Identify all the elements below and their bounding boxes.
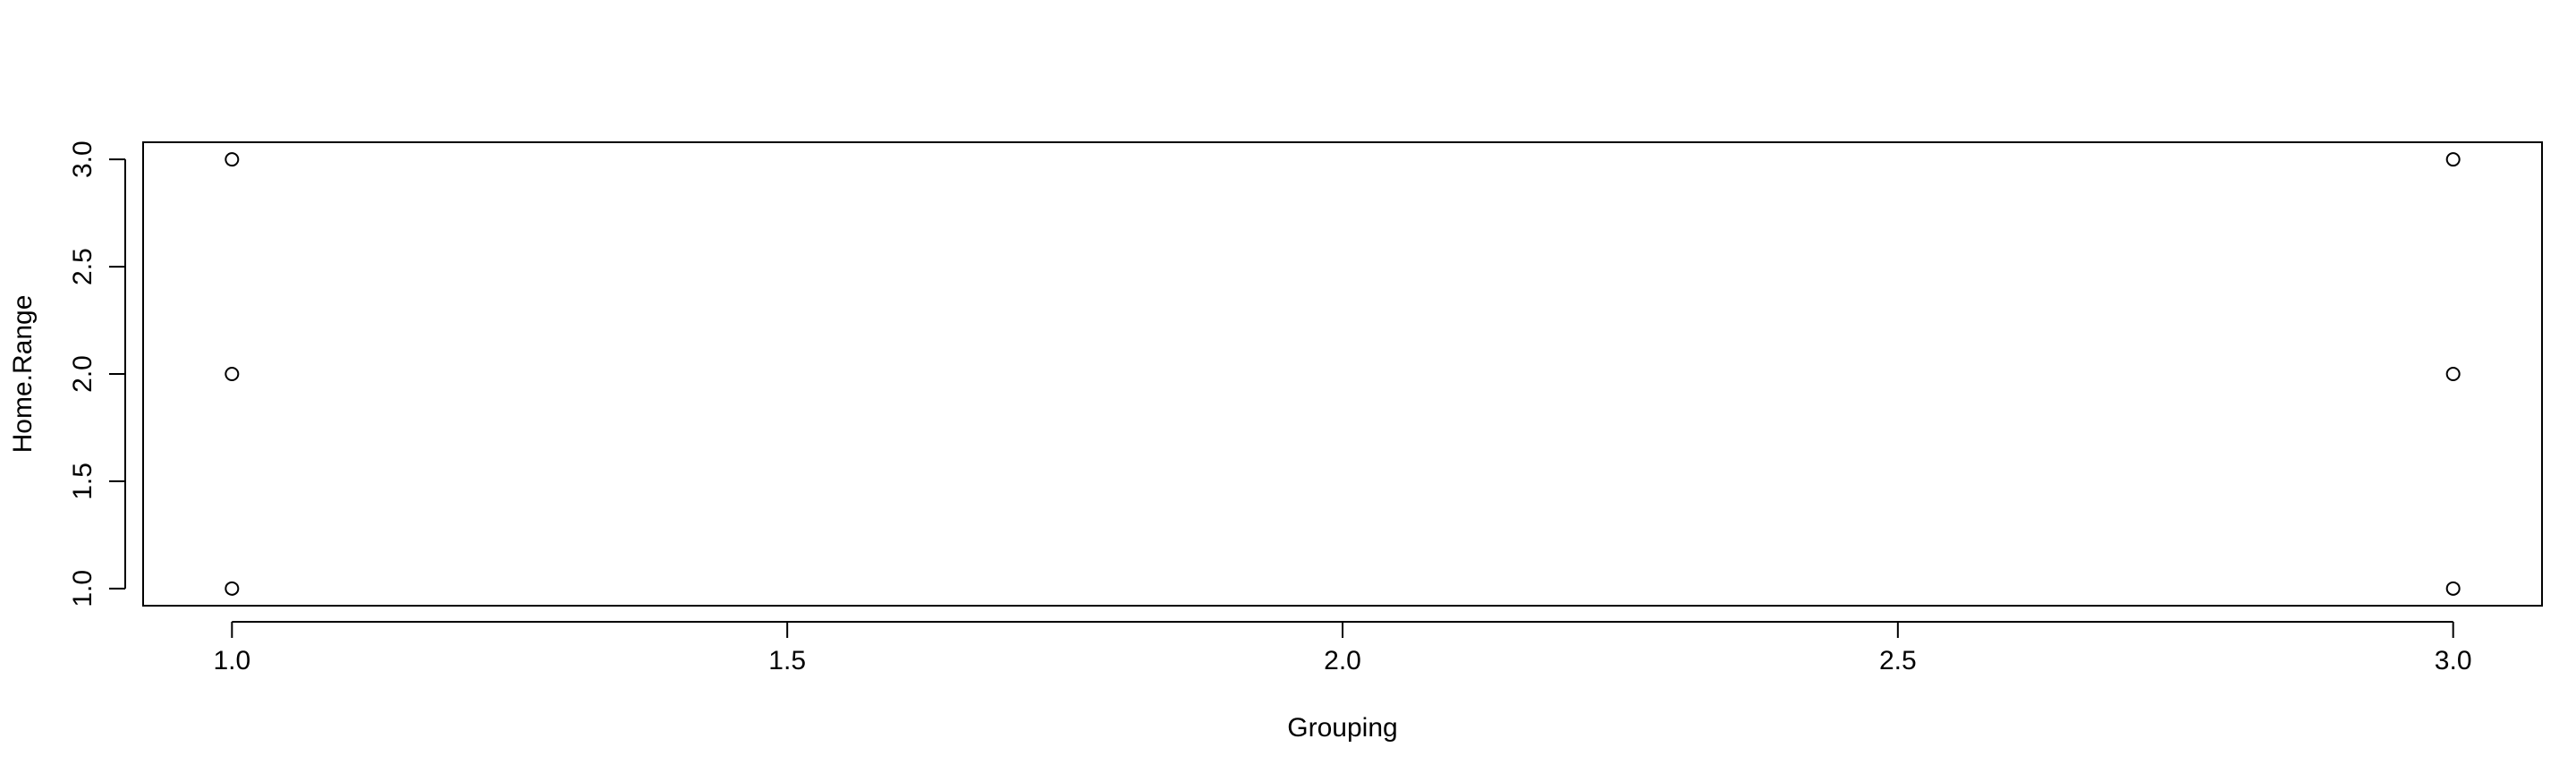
y-tick-label: 3.0 (68, 140, 97, 178)
x-axis-label: Grouping (1287, 713, 1397, 743)
data-point (225, 153, 238, 166)
y-tick-label: 2.5 (68, 248, 97, 285)
y-tick-label: 1.0 (68, 570, 97, 607)
y-axis-label: Home.Range (8, 295, 38, 454)
data-point (225, 368, 238, 380)
x-tick-label: 1.5 (768, 646, 806, 675)
plot-layer: 1.0 1.5 2.0 2.5 3.0 1.0 1.5 2.0 2.5 3.0 (68, 140, 2542, 675)
data-point (2447, 368, 2460, 380)
data-point (2447, 153, 2460, 166)
data-point (2447, 582, 2460, 595)
y-tick-label: 2.0 (68, 355, 97, 393)
x-tick-label: 2.5 (1879, 646, 1917, 675)
plot-frame (143, 142, 2542, 606)
x-tick-label: 3.0 (2435, 646, 2472, 675)
x-tick-label: 1.0 (213, 646, 250, 675)
y-tick-label: 1.5 (68, 463, 97, 500)
data-point (225, 582, 238, 595)
x-tick-label: 2.0 (1324, 646, 1361, 675)
